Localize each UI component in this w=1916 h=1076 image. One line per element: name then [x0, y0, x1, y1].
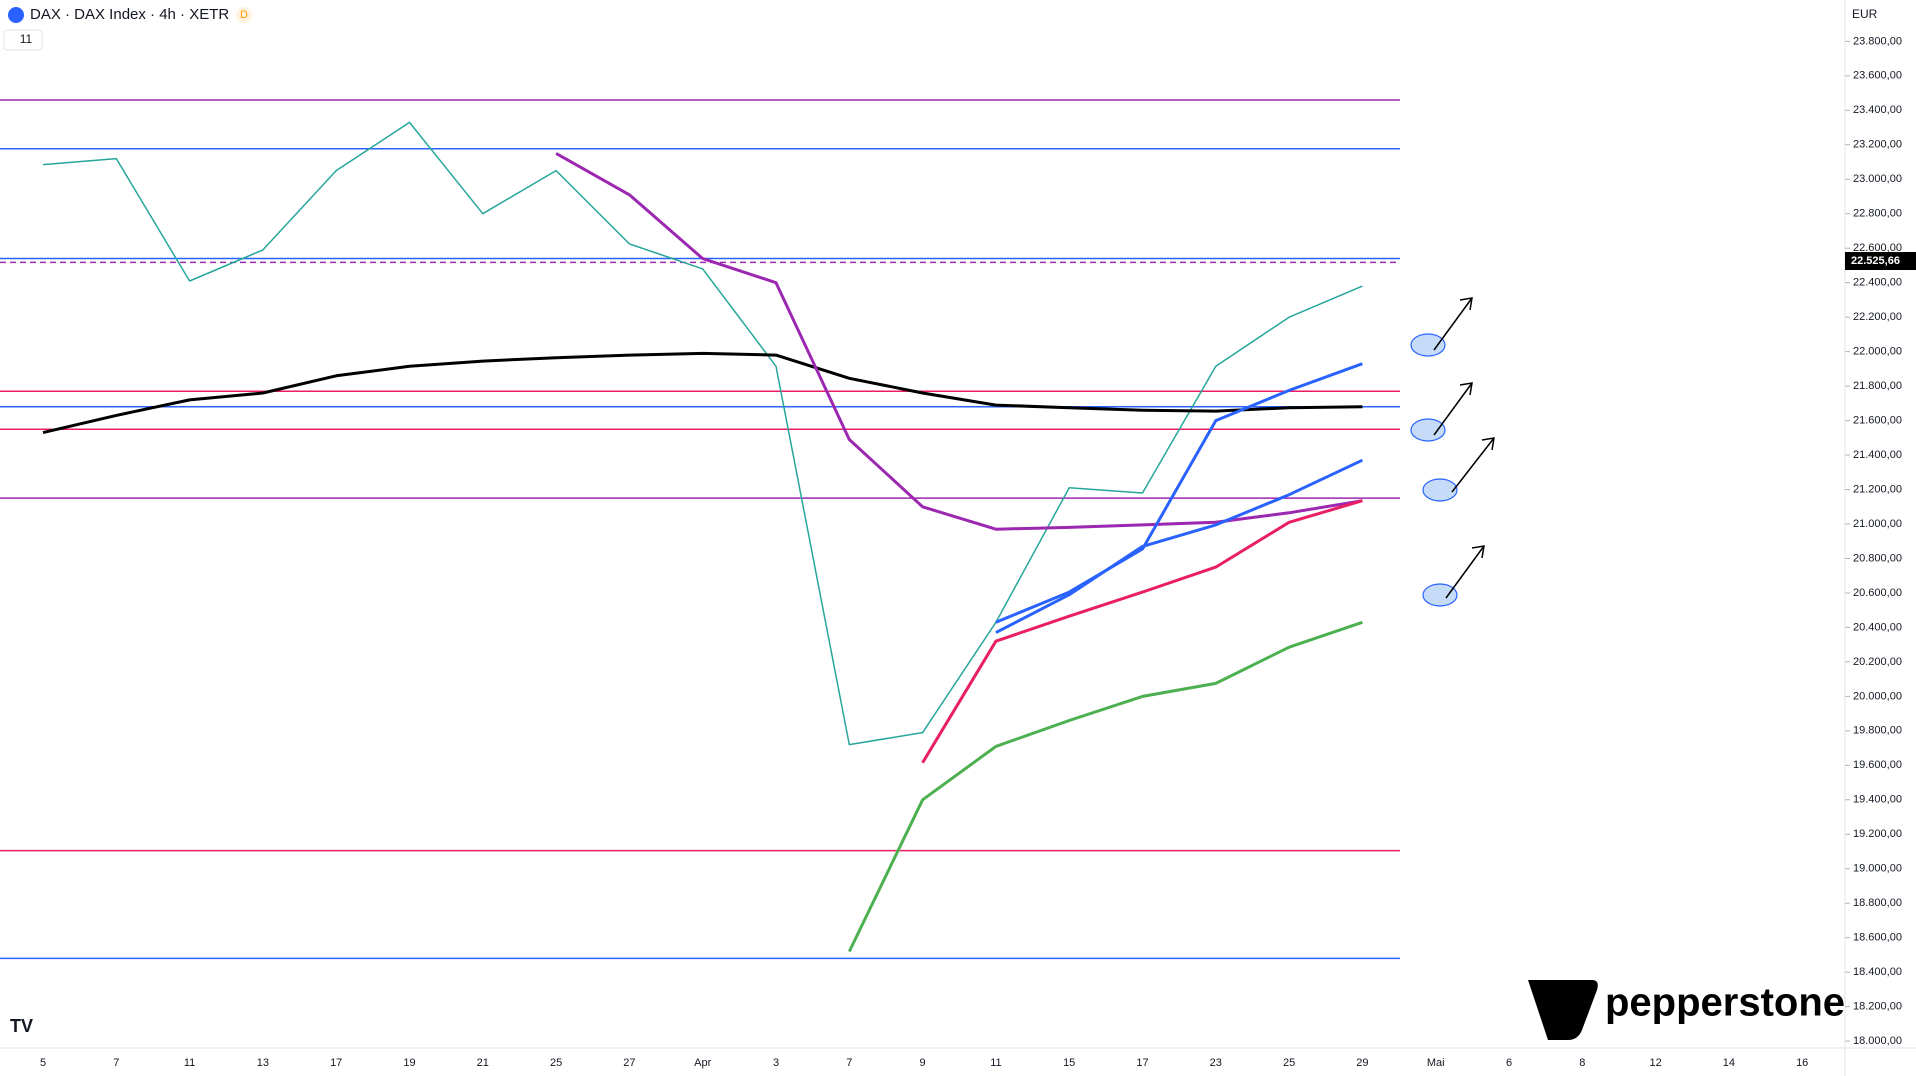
y-tick-label: 18.200,00: [1853, 1001, 1902, 1013]
indicator-toggle[interactable]: [3, 29, 43, 51]
x-tick-label: 25: [550, 1057, 562, 1069]
y-tick-label: 20.400,00: [1853, 621, 1902, 633]
brand-logo: pepperstone: [1528, 980, 1845, 1040]
y-tick-label: 23.200,00: [1853, 139, 1902, 151]
last-price-label: 22.525,66: [1851, 255, 1900, 267]
y-tick-label: 23.400,00: [1853, 104, 1902, 116]
arrow: [1433, 382, 1473, 436]
y-tick-label: 18.400,00: [1853, 966, 1902, 978]
series-line: [995, 458, 1364, 634]
y-tick-label: 21.000,00: [1853, 518, 1902, 530]
x-tick-label: 7: [846, 1057, 852, 1069]
series-line: [42, 351, 1363, 435]
x-tick-label: 5: [40, 1057, 46, 1069]
x-tick-label: 16: [1796, 1057, 1808, 1069]
y-tick-label: 19.200,00: [1853, 828, 1902, 840]
arrows: [1433, 297, 1495, 599]
x-tick-label: 11: [184, 1057, 195, 1069]
x-tick-label: 7: [113, 1057, 119, 1069]
oval-marker: [1422, 478, 1458, 502]
y-tick-label: 19.600,00: [1853, 759, 1902, 771]
x-tick-label: 11: [990, 1057, 1001, 1069]
oval-marker: [1422, 583, 1458, 607]
badge-bg: [236, 7, 252, 23]
y-tick-label: 22.400,00: [1853, 277, 1902, 289]
x-tick-label: 13: [257, 1057, 269, 1069]
arrow: [1445, 545, 1485, 599]
x-tick-label: 23: [1210, 1057, 1222, 1069]
y-tick-label: 22.800,00: [1853, 208, 1902, 220]
x-tick-label: 21: [477, 1057, 489, 1069]
series-line: [42, 121, 1363, 746]
y-tick-label: 22.000,00: [1853, 346, 1902, 358]
x-tick-label: 17: [330, 1057, 342, 1069]
series-line: [847, 620, 1363, 953]
y-tick-label: 18.800,00: [1853, 897, 1902, 909]
y-tick-label: 21.400,00: [1853, 449, 1902, 461]
y-tick-label: 18.000,00: [1853, 1035, 1902, 1047]
x-tick-label: 9: [920, 1057, 926, 1069]
y-tick-label: 21.600,00: [1853, 414, 1902, 426]
y-tick-label: 20.800,00: [1853, 552, 1902, 564]
y-tick-label: 21.200,00: [1853, 483, 1902, 495]
y-tick-label: 19.800,00: [1853, 725, 1902, 737]
x-tick-label: 8: [1579, 1057, 1585, 1069]
y-tick-label: 23.000,00: [1853, 173, 1902, 185]
arrow: [1451, 437, 1495, 493]
y-tick-label: 23.800,00: [1853, 35, 1902, 47]
y-tick-label: 20.600,00: [1853, 587, 1902, 599]
x-tick-label: 29: [1356, 1057, 1368, 1069]
x-tick-label: 6: [1506, 1057, 1512, 1069]
y-tick-label: 19.400,00: [1853, 794, 1902, 806]
oval-marker: [1410, 418, 1446, 442]
x-tick-label: 17: [1136, 1057, 1148, 1069]
logo-mark: [1528, 980, 1598, 1040]
tv-logo: TV: [10, 1016, 33, 1036]
symbol-title: DAX · DAX Index · 4h · XETR: [30, 6, 229, 23]
arrow: [1433, 297, 1473, 351]
y-tick-label: 22.600,00: [1853, 242, 1902, 254]
indicator-count[interactable]: 11: [20, 32, 33, 46]
series-line: [921, 499, 1363, 764]
currency: EUR: [1852, 7, 1878, 21]
y-tick-label: 22.200,00: [1853, 311, 1902, 323]
series-line: [995, 362, 1363, 624]
x-tick-label: 27: [623, 1057, 635, 1069]
x-tick-label: 14: [1723, 1057, 1735, 1069]
x-tick-label: Mai: [1427, 1057, 1445, 1069]
x-tick-label: 3: [773, 1057, 779, 1069]
x-tick-label: Apr: [694, 1057, 711, 1069]
brand: pepperstone: [1605, 981, 1845, 1025]
y-tick-label: 21.800,00: [1853, 380, 1902, 392]
x-tick-label: 12: [1649, 1057, 1661, 1069]
badge: D: [240, 9, 248, 21]
oval-marker: [1410, 333, 1446, 357]
y-tick-label: 19.000,00: [1853, 863, 1902, 875]
x-tick-label: 19: [403, 1057, 415, 1069]
symbol-icon: [8, 7, 24, 23]
x-tick-label: 25: [1283, 1057, 1295, 1069]
y-tick-label: 18.600,00: [1853, 932, 1902, 944]
y-tick-label: 20.200,00: [1853, 656, 1902, 668]
plot-area: [0, 99, 1400, 960]
x-tick-label: 15: [1063, 1057, 1075, 1069]
y-tick-label: 20.000,00: [1853, 690, 1902, 702]
annotations: [1410, 333, 1458, 607]
last-price-tag: [1845, 252, 1916, 271]
y-tick-label: 23.600,00: [1853, 70, 1902, 82]
